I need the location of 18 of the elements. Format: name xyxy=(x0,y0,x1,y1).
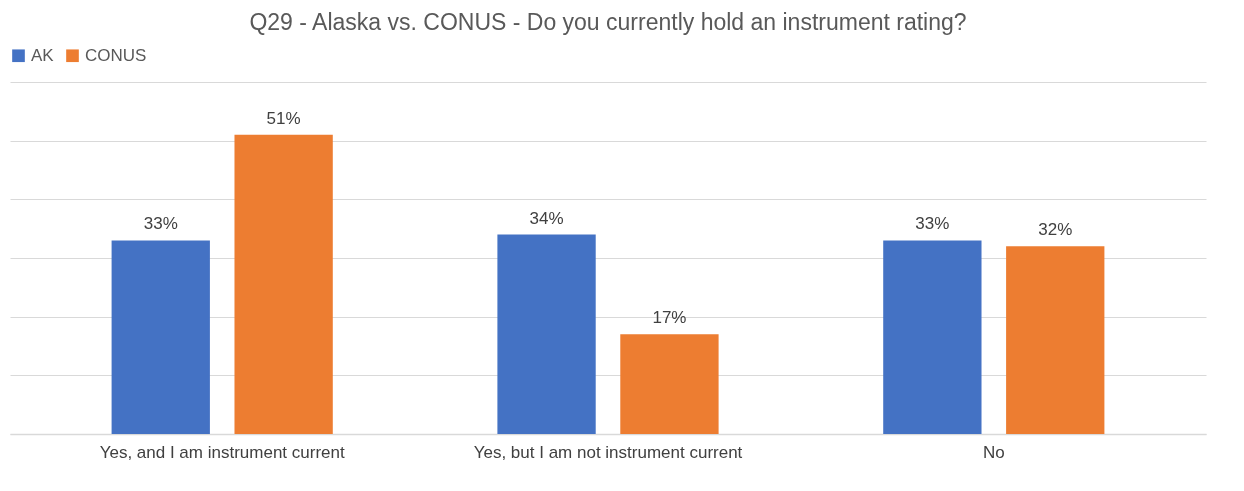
legend-label: CONUS xyxy=(85,45,147,65)
bar xyxy=(111,240,210,434)
bar xyxy=(234,134,333,434)
bar xyxy=(620,334,719,434)
legend-label: AK xyxy=(31,45,55,65)
bar xyxy=(497,234,596,434)
data-label: 51% xyxy=(266,108,301,128)
bar xyxy=(1006,246,1105,434)
data-label: 33% xyxy=(915,214,950,234)
chart-title: Q29 - Alaska vs. CONUS - Do you currently hold an instrument rating? xyxy=(249,9,967,35)
x-tick-label: Yes, and I am instrument current xyxy=(99,442,345,462)
data-label: 32% xyxy=(1038,220,1073,240)
data-label: 34% xyxy=(529,208,564,228)
x-tick-label: No xyxy=(982,442,1005,462)
bar xyxy=(883,240,982,434)
data-label: 33% xyxy=(143,214,178,234)
data-label: 17% xyxy=(652,308,687,328)
x-tick-label: Yes, but I am not instrument current xyxy=(473,442,743,462)
